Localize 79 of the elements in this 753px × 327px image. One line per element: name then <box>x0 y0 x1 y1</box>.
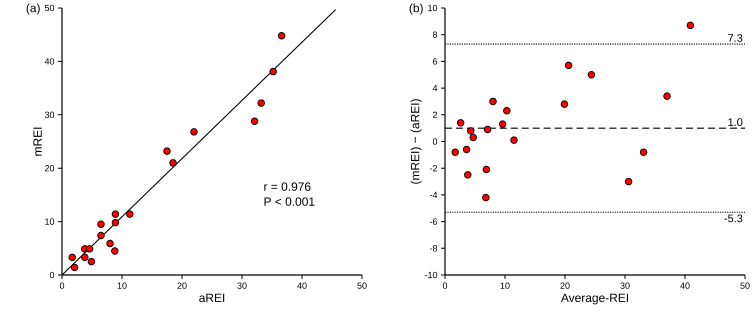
point <box>250 117 258 125</box>
point <box>469 134 477 142</box>
point <box>70 264 78 272</box>
point <box>560 100 568 108</box>
point <box>686 22 694 30</box>
y-tick-label: 50 <box>44 4 54 12</box>
point <box>111 247 119 255</box>
point <box>106 240 114 248</box>
x-tick-label: 10 <box>500 282 510 289</box>
x-tick-label: 10 <box>118 282 127 289</box>
point <box>456 119 464 127</box>
point <box>97 232 105 240</box>
y-tick-label: -4 <box>430 192 438 198</box>
point <box>482 194 490 202</box>
point <box>163 147 171 155</box>
point <box>484 126 492 134</box>
point <box>190 128 198 136</box>
y-tick-label: 4 <box>432 85 438 92</box>
x-tick-label: 50 <box>740 282 750 289</box>
y-tick-label: 20 <box>44 165 54 172</box>
annotation: P < 0.001 <box>264 197 314 206</box>
annotation: r = 0.976 <box>264 182 311 191</box>
ref-line-label: -5.3 <box>724 214 742 222</box>
y-tick-label: 40 <box>44 58 54 65</box>
point <box>451 148 459 156</box>
point <box>467 127 475 135</box>
y-tick-label: 30 <box>44 112 54 118</box>
x-tick-label: 40 <box>297 282 307 289</box>
point <box>464 171 472 179</box>
point <box>126 210 134 218</box>
point <box>498 120 506 128</box>
point <box>510 136 518 144</box>
chart-title: (a) <box>26 4 40 15</box>
x-tick-label: 20 <box>177 282 187 289</box>
chart-title: (b) <box>410 4 423 15</box>
y-axis-title: mREI <box>33 128 42 156</box>
x-tick-label: 30 <box>237 282 247 289</box>
y-tick-label: 6 <box>432 58 438 65</box>
point <box>169 159 177 167</box>
point <box>624 178 632 186</box>
point <box>489 98 497 106</box>
point <box>112 218 120 226</box>
x-tick-label: 40 <box>680 282 690 289</box>
point <box>462 146 470 154</box>
ref-line-label: 1.0 <box>728 118 742 126</box>
point <box>257 99 265 107</box>
point <box>68 254 76 262</box>
x-axis-title: Average-REI <box>560 294 628 304</box>
y-tick-label: 8 <box>432 32 438 38</box>
point <box>88 258 96 266</box>
x-axis-title: aREI <box>199 294 224 302</box>
y-tick-label: -10 <box>424 272 438 278</box>
ref-line-label: 7.3 <box>728 34 742 42</box>
point <box>564 62 572 70</box>
point <box>81 254 89 262</box>
point <box>663 92 671 100</box>
y-tick-label: 2 <box>432 112 438 118</box>
x-tick-label: 20 <box>560 282 570 289</box>
point <box>588 71 596 78</box>
point <box>278 32 286 40</box>
y-tick-label: 10 <box>428 4 438 12</box>
point <box>112 210 120 218</box>
x-tick-label: 0 <box>60 282 64 289</box>
y-tick-label: 0 <box>432 138 438 145</box>
point <box>482 166 490 174</box>
x-tick-label: 50 <box>357 282 367 289</box>
y-tick-label: 0 <box>50 272 54 278</box>
point <box>86 245 94 253</box>
y-tick-label: -2 <box>430 165 438 172</box>
y-tick-label: 10 <box>45 218 54 225</box>
x-tick-label: 0 <box>442 282 448 289</box>
y-tick-label: -8 <box>430 245 438 252</box>
point <box>503 107 511 115</box>
point <box>640 148 648 156</box>
y-axis-title: (mREI) − (aREI) <box>410 99 422 184</box>
point <box>97 220 105 228</box>
y-tick-label: -6 <box>430 218 438 225</box>
x-tick-label: 30 <box>620 282 630 289</box>
point <box>269 68 277 76</box>
